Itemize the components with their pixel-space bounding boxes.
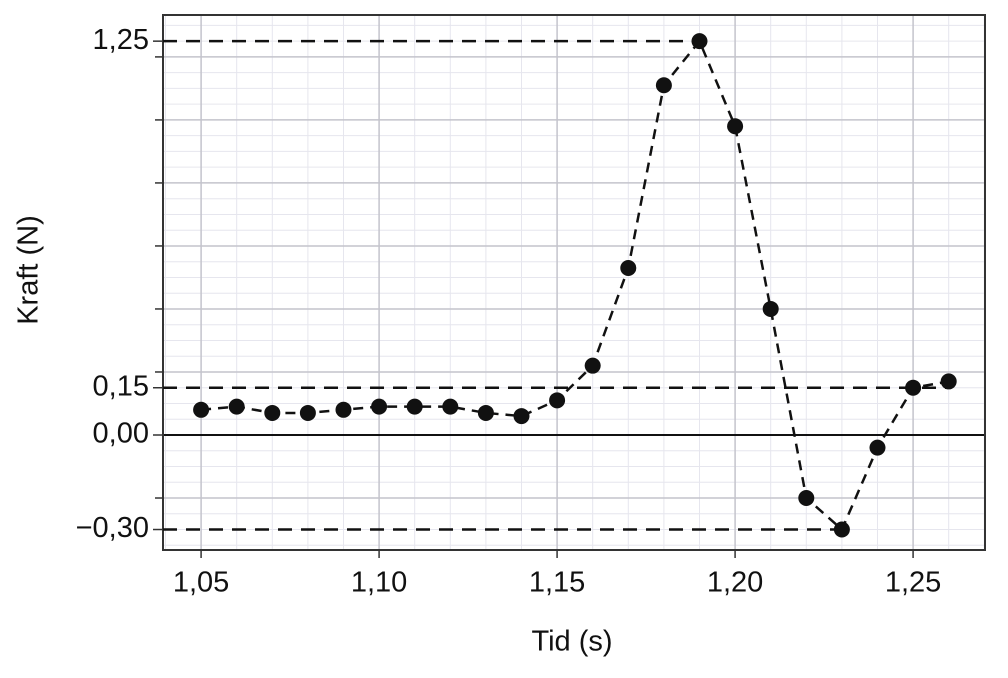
x-tick-label: 1,10 <box>351 567 407 599</box>
data-point <box>762 300 779 317</box>
data-point <box>940 373 957 390</box>
plot-background <box>163 15 985 550</box>
x-tick-label: 1,25 <box>885 567 941 599</box>
data-point <box>335 401 352 418</box>
data-point <box>193 401 210 418</box>
data-point <box>264 404 281 421</box>
data-point <box>406 398 423 415</box>
plot-frame <box>162 14 986 551</box>
data-point <box>620 260 637 277</box>
data-point <box>299 404 316 421</box>
y-axis-label: Kraft (N) <box>13 215 45 325</box>
y-tick-label: 0,15 <box>93 370 149 402</box>
data-point <box>228 398 245 415</box>
data-point <box>905 379 922 396</box>
data-point <box>727 118 744 135</box>
data-point <box>371 398 388 415</box>
x-axis-label: Tid (s) <box>531 626 612 658</box>
data-point <box>442 398 459 415</box>
y-tick-label: 0,00 <box>93 418 149 450</box>
data-point <box>655 77 672 94</box>
data-point <box>798 490 815 507</box>
data-point <box>513 408 530 425</box>
data-point <box>869 439 886 456</box>
data-point <box>584 357 601 374</box>
x-tick-label: 1,20 <box>707 567 763 599</box>
y-tick-label: 1,25 <box>93 24 149 56</box>
x-tick-label: 1,05 <box>173 567 229 599</box>
data-point <box>691 33 708 50</box>
data-point <box>549 392 566 409</box>
data-point <box>477 404 494 421</box>
data-point <box>833 521 850 538</box>
x-tick-label: 1,15 <box>529 567 585 599</box>
data-line <box>200 38 949 532</box>
y-tick-label: −0,30 <box>76 512 149 544</box>
